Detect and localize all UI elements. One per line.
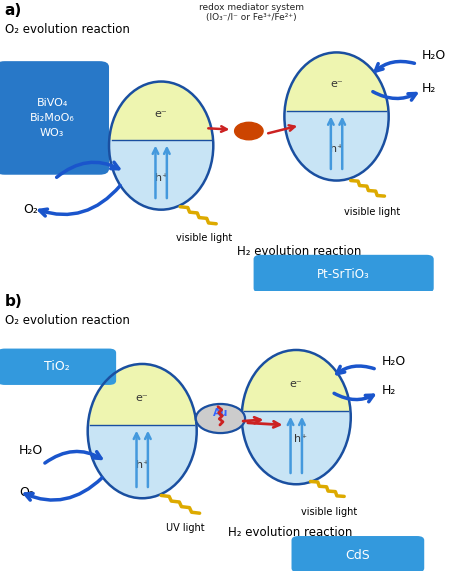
Text: H₂O: H₂O xyxy=(422,49,446,62)
Text: e⁻: e⁻ xyxy=(330,79,343,90)
Text: h⁺: h⁺ xyxy=(330,143,343,154)
Text: visible light: visible light xyxy=(176,233,232,243)
Text: TiO₂: TiO₂ xyxy=(44,360,70,373)
Circle shape xyxy=(235,122,263,140)
Text: H₂O: H₂O xyxy=(19,444,43,457)
Text: H₂O: H₂O xyxy=(382,355,406,368)
Text: UV light: UV light xyxy=(165,524,204,533)
FancyBboxPatch shape xyxy=(0,61,109,175)
Text: O₂: O₂ xyxy=(24,203,38,216)
Text: H₂ evolution reaction: H₂ evolution reaction xyxy=(237,245,361,258)
Text: visible light: visible light xyxy=(301,506,357,517)
Text: H₂O: H₂O xyxy=(24,162,48,175)
FancyBboxPatch shape xyxy=(292,536,424,571)
Text: O₂: O₂ xyxy=(19,486,34,499)
Text: H₂: H₂ xyxy=(422,82,436,95)
Ellipse shape xyxy=(284,53,389,180)
Text: BiVO₄
Bi₂MoO₆
WO₃: BiVO₄ Bi₂MoO₆ WO₃ xyxy=(30,98,74,138)
Ellipse shape xyxy=(242,350,351,484)
Text: e⁻: e⁻ xyxy=(290,379,302,388)
Text: a): a) xyxy=(5,3,22,18)
Text: H₂: H₂ xyxy=(382,384,396,397)
Ellipse shape xyxy=(88,364,197,498)
Text: CdS: CdS xyxy=(346,549,370,562)
Text: e⁻: e⁻ xyxy=(155,108,167,119)
Text: Au: Au xyxy=(213,408,228,418)
Ellipse shape xyxy=(284,53,389,180)
Text: H₂ evolution reaction: H₂ evolution reaction xyxy=(228,526,352,539)
Text: Pt-SrTiO₃: Pt-SrTiO₃ xyxy=(317,268,370,282)
FancyBboxPatch shape xyxy=(254,255,434,293)
Ellipse shape xyxy=(242,350,351,484)
Text: O₂ evolution reaction: O₂ evolution reaction xyxy=(5,313,129,327)
FancyBboxPatch shape xyxy=(0,348,116,385)
Ellipse shape xyxy=(88,364,197,498)
Text: visible light: visible light xyxy=(344,207,400,217)
Text: b): b) xyxy=(5,294,22,309)
Text: h⁺: h⁺ xyxy=(136,460,149,470)
Ellipse shape xyxy=(109,82,213,210)
Text: e⁻: e⁻ xyxy=(136,392,148,403)
Text: O₂ evolution reaction: O₂ evolution reaction xyxy=(5,23,129,37)
Text: redox mediator system
(IO₃⁻/I⁻ or Fe³⁺/Fe²⁺): redox mediator system (IO₃⁻/I⁻ or Fe³⁺/F… xyxy=(199,3,304,22)
Ellipse shape xyxy=(109,82,213,210)
Text: h⁺: h⁺ xyxy=(294,435,308,444)
Circle shape xyxy=(196,404,245,433)
Text: h⁺: h⁺ xyxy=(155,172,168,183)
